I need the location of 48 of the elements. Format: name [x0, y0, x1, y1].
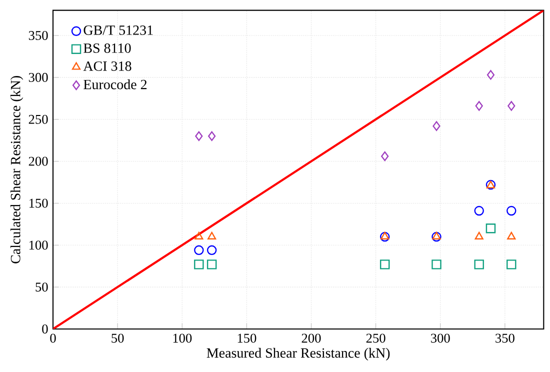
x-tick-label: 200: [302, 334, 321, 343]
point: [432, 121, 440, 131]
point: [508, 101, 516, 111]
legend-label: ACI 318: [83, 61, 132, 71]
point: [380, 232, 390, 242]
point: [380, 232, 390, 240]
point: [506, 260, 516, 270]
point: [486, 70, 495, 80]
point: [474, 206, 484, 216]
x-tick-label: 250: [366, 334, 386, 343]
legend-label: Eurocode 2: [84, 79, 147, 90]
point: [432, 260, 442, 270]
y-tick-label: 50: [36, 282, 48, 292]
y-tick-label: 150: [29, 198, 48, 208]
legend-label: BS 8110: [84, 43, 131, 53]
y-tick-label: 100: [29, 240, 48, 250]
point: [206, 245, 217, 256]
point: [194, 260, 204, 270]
point: [474, 260, 484, 270]
point: [506, 206, 516, 216]
x-tick-label: 100: [173, 334, 192, 343]
x-tick-label: 300: [431, 334, 450, 343]
point: [194, 245, 204, 256]
legend-label: GB/T 51231: [84, 26, 153, 35]
x-tick-label: 150: [238, 334, 256, 343]
y-tick-label: 350: [28, 30, 48, 40]
point: [432, 232, 441, 240]
point: [195, 131, 203, 141]
point: [507, 232, 516, 240]
point: [474, 232, 484, 240]
x-tick-label: 0: [50, 334, 56, 343]
point: [194, 232, 204, 240]
point: [380, 260, 390, 270]
y-tick-label: 200: [28, 156, 48, 166]
point: [206, 260, 217, 270]
y-tick-label: 250: [28, 114, 48, 124]
y-tick-label: 0: [42, 324, 48, 334]
point: [208, 131, 216, 141]
point: [475, 101, 483, 111]
x-axis-title: Measured Shear Resistance (kN): [206, 348, 390, 361]
y-tick-label: 300: [28, 72, 48, 82]
point: [432, 232, 442, 242]
y-axis-title: Calculated Shear Resistance (kN): [10, 76, 24, 264]
point: [208, 232, 216, 240]
x-tick-label: 50: [112, 334, 124, 343]
point: [381, 151, 389, 162]
point: [486, 224, 496, 234]
x-tick-label: 350: [496, 334, 514, 343]
